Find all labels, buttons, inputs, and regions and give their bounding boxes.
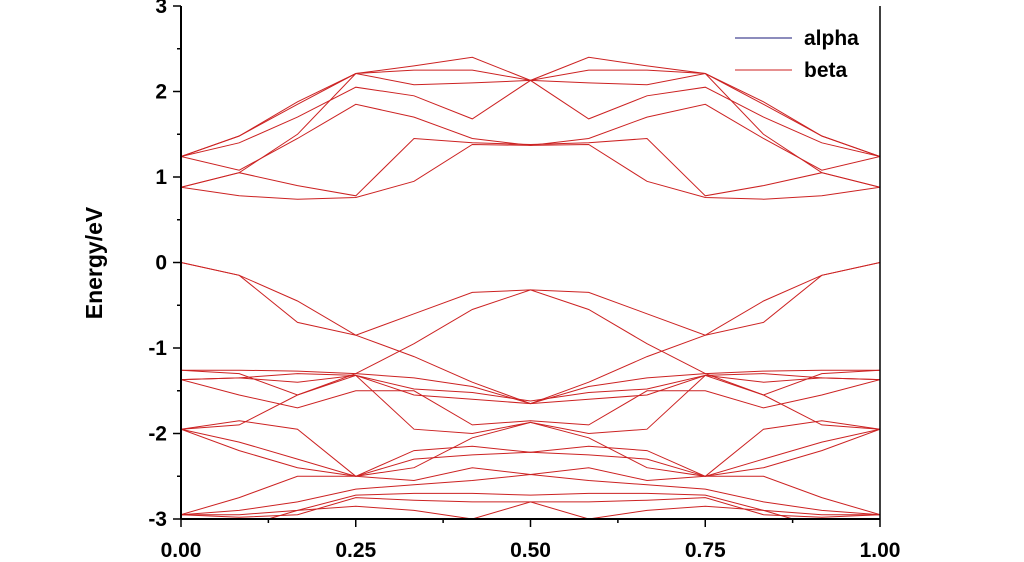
y-tick-label: -2 [148, 423, 167, 446]
axis-ticks [173, 5, 881, 527]
band-line-11 [181, 369, 880, 405]
band-line-15 [181, 374, 880, 435]
band-line-1 [181, 143, 880, 200]
y-tick-label: 3 [155, 0, 167, 18]
y-axis-title: Energy/eV [81, 206, 107, 319]
x-tick-label: 1.00 [860, 539, 901, 562]
band-line-3 [181, 103, 880, 171]
legend-label-alpha: alpha [804, 27, 859, 50]
x-tick-label: 0.25 [335, 539, 376, 562]
y-tick-label: -3 [148, 508, 167, 531]
band-line-23 [266, 501, 795, 519]
band-line-10 [181, 289, 880, 396]
band-line-2 [181, 137, 880, 197]
y-tick-label: 2 [155, 81, 167, 104]
band-line-20 [181, 473, 880, 516]
band-line-13 [181, 373, 880, 402]
band-line-19 [181, 451, 880, 516]
band-line-22 [181, 497, 880, 518]
tick-labels: -3 -2 -1 0 1 2 3 0.00 0.25 0.50 0.75 1.00 [148, 0, 900, 562]
y-tick-label: 0 [155, 252, 167, 275]
x-tick-label: 0.50 [510, 539, 551, 562]
y-tick-label: -1 [148, 337, 167, 360]
legend: alpha beta [735, 27, 859, 82]
band-line-8 [181, 262, 880, 405]
band-line-18 [181, 428, 880, 482]
legend-label-beta: beta [804, 59, 848, 82]
plot-frame [180, 6, 881, 520]
x-tick-label: 0.00 [161, 539, 202, 562]
band-line-7 [181, 56, 880, 188]
band-line-14 [181, 379, 880, 426]
series-layer [181, 56, 880, 519]
x-tick-label: 0.75 [685, 539, 726, 562]
y-tick-label: 1 [155, 166, 167, 189]
band-line-12 [181, 374, 880, 405]
band-line-16 [181, 420, 880, 477]
band-line-6 [181, 69, 880, 157]
band-line-9 [181, 262, 880, 336]
